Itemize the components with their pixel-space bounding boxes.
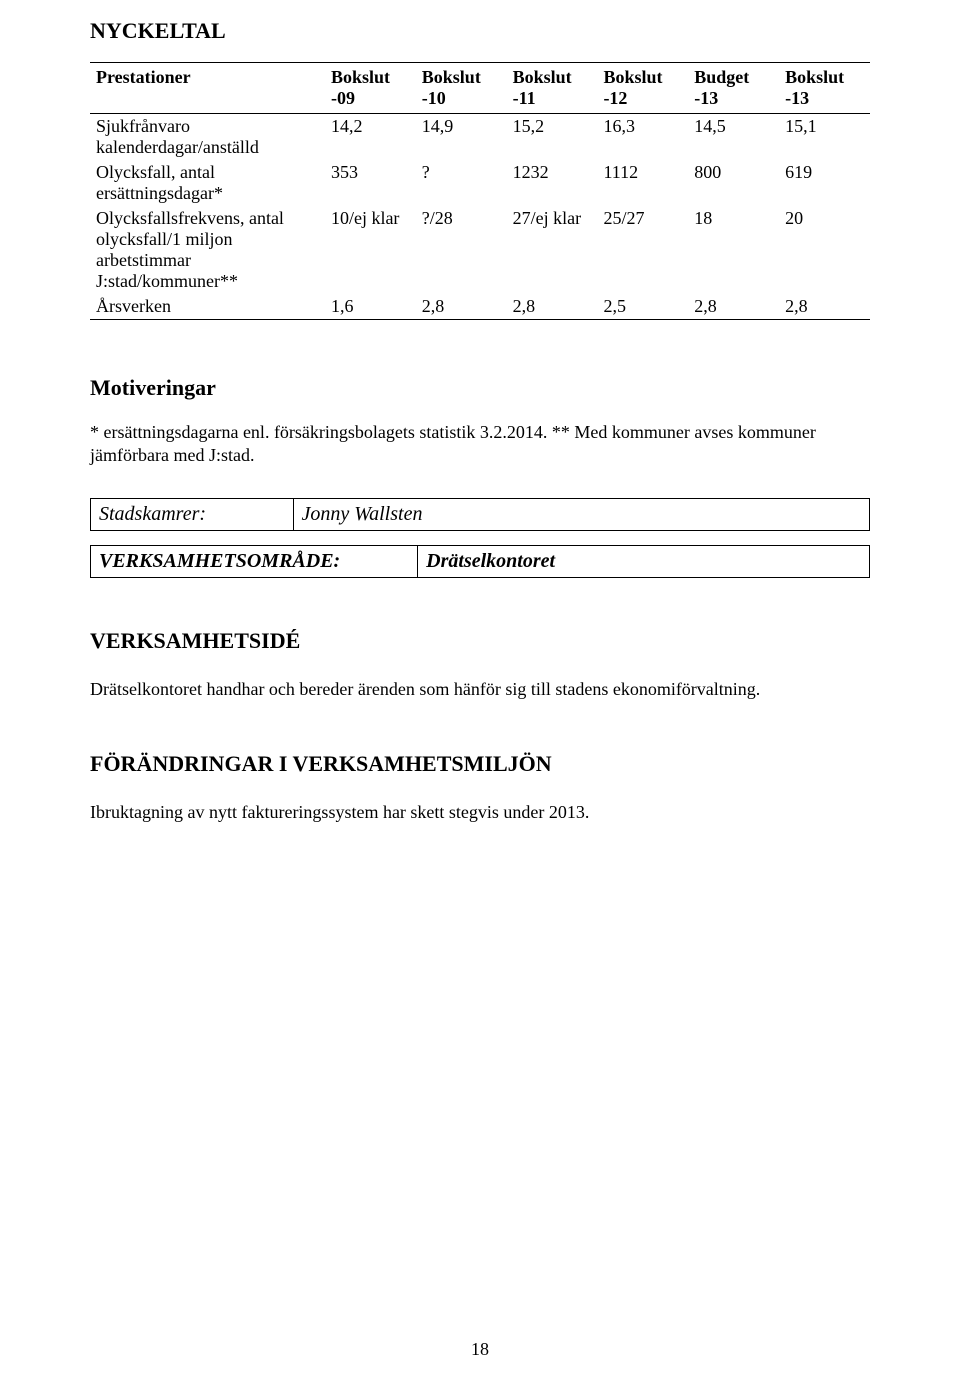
verksamhetsomrade-value: Drätselkontoret <box>418 545 870 577</box>
forandringar-text: Ibruktagning av nytt faktureringssystem … <box>90 801 870 824</box>
page-number: 18 <box>0 1339 960 1360</box>
cell: 1112 <box>597 160 688 206</box>
cell: 16,3 <box>597 114 688 161</box>
row-label: Olycksfallsfrekvens, antal olycksfall/1 … <box>90 206 325 294</box>
key-figures-table: Prestationer Bokslut -09 Bokslut -10 Bok… <box>90 62 870 320</box>
forandringar-title: FÖRÄNDRINGAR I VERKSAMHETSMILJÖN <box>90 751 870 777</box>
cell: 2,8 <box>688 294 779 320</box>
cell: 2,8 <box>416 294 507 320</box>
table-header: Budget -13 <box>688 63 779 114</box>
cell: 1232 <box>507 160 598 206</box>
cell: 20 <box>779 206 870 294</box>
table-row: Årsverken 1,6 2,8 2,8 2,5 2,8 2,8 <box>90 294 870 320</box>
cell: 18 <box>688 206 779 294</box>
stadskamrer-label: Stadskamrer: <box>91 498 294 530</box>
verksamhetside-text: Drätselkontoret handhar och bereder ären… <box>90 678 870 701</box>
stadskamrer-value: Jonny Wallsten <box>293 498 869 530</box>
row-label: Olycksfall, antal ersättningsdagar* <box>90 160 325 206</box>
cell: 619 <box>779 160 870 206</box>
verksamhetsomrade-label: VERKSAMHETSOMRÅDE: <box>91 545 418 577</box>
cell: 353 <box>325 160 416 206</box>
verksamhetsomrade-box: VERKSAMHETSOMRÅDE: Drätselkontoret <box>90 545 870 578</box>
stadskamrer-box: Stadskamrer: Jonny Wallsten <box>90 498 870 531</box>
cell: 2,5 <box>597 294 688 320</box>
motiveringar-text: * ersättningsdagarna enl. försäkringsbol… <box>90 421 870 468</box>
table-header: Bokslut -10 <box>416 63 507 114</box>
cell: 15,1 <box>779 114 870 161</box>
table-header: Prestationer <box>90 63 325 114</box>
row-label: Sjukfrånvaro kalenderdagar/anställd <box>90 114 325 161</box>
table-header: Bokslut -13 <box>779 63 870 114</box>
table-row: Olycksfallsfrekvens, antal olycksfall/1 … <box>90 206 870 294</box>
table-row: Olycksfall, antal ersättningsdagar* 353 … <box>90 160 870 206</box>
table-header: Bokslut -09 <box>325 63 416 114</box>
cell: 14,9 <box>416 114 507 161</box>
section-title: NYCKELTAL <box>90 18 870 44</box>
cell: 2,8 <box>507 294 598 320</box>
cell: 2,8 <box>779 294 870 320</box>
cell: 10/ej klar <box>325 206 416 294</box>
row-label: Årsverken <box>90 294 325 320</box>
cell: 25/27 <box>597 206 688 294</box>
table-header: Bokslut -11 <box>507 63 598 114</box>
cell: 27/ej klar <box>507 206 598 294</box>
cell: 15,2 <box>507 114 598 161</box>
cell: 800 <box>688 160 779 206</box>
verksamhetside-title: VERKSAMHETSIDÉ <box>90 628 870 654</box>
motiveringar-title: Motiveringar <box>90 375 870 401</box>
cell: ?/28 <box>416 206 507 294</box>
table-row: Sjukfrånvaro kalenderdagar/anställd 14,2… <box>90 114 870 161</box>
table-header: Bokslut -12 <box>597 63 688 114</box>
cell: 14,5 <box>688 114 779 161</box>
cell: 1,6 <box>325 294 416 320</box>
cell: ? <box>416 160 507 206</box>
cell: 14,2 <box>325 114 416 161</box>
